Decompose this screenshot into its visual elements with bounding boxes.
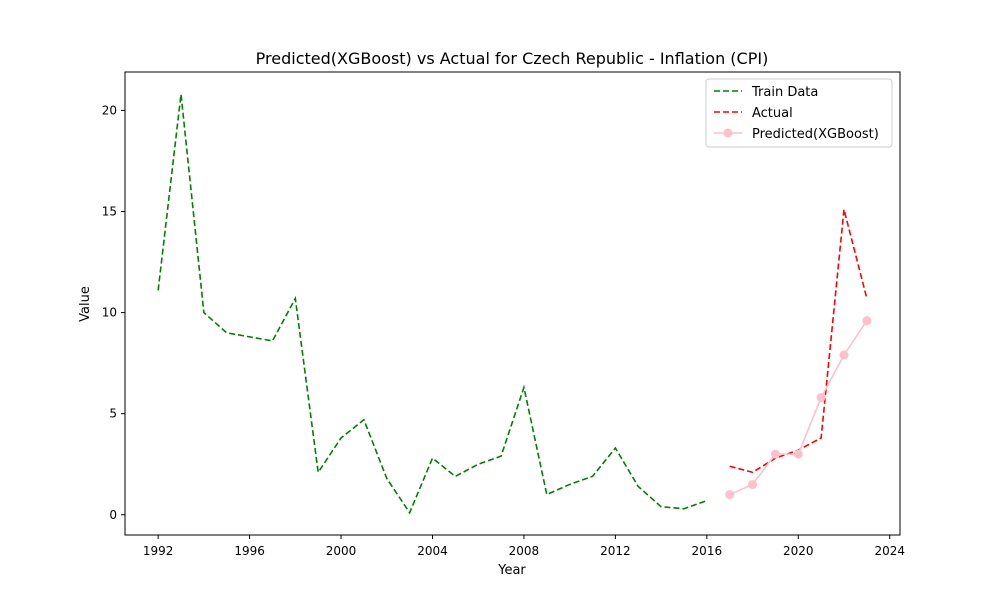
y-tick-label: 20 (102, 103, 117, 117)
x-axis-label: Year (497, 563, 526, 578)
plot-area (125, 72, 900, 535)
legend-label-2: Actual (752, 106, 793, 121)
axes-frame (124, 71, 901, 536)
series-point-3 (793, 449, 803, 459)
legend-label-1: Train Data (751, 85, 818, 100)
plot-background (125, 72, 900, 535)
legend: Train Data Actual Predicted(XGBoost) (705, 78, 893, 148)
chart-title: Predicted(XGBoost) vs Actual for Czech R… (256, 49, 769, 68)
x-tick-label: 2012 (600, 544, 631, 558)
x-tick-label: 2000 (326, 544, 357, 558)
axes-layer: 1992 1996 2000 2004 2008 2012 2016 2020 2024 0 5 10… (102, 71, 905, 558)
legend-label-3: Predicted(XGBoost) (752, 127, 879, 142)
series-line-1 (157, 94, 708, 515)
series-point-3 (725, 490, 735, 500)
series-point-3 (748, 479, 758, 489)
x-tick-label: 1992 (143, 544, 174, 558)
series-layer (157, 94, 872, 515)
y-tick-label: 15 (102, 205, 117, 219)
series-point-3 (816, 393, 826, 403)
x-tick-label: 2016 (692, 544, 723, 558)
legend-box (705, 78, 893, 148)
x-tick-label: 2020 (783, 544, 814, 558)
y-tick-label: 5 (109, 407, 117, 421)
y-tick-label: 10 (102, 306, 117, 320)
series-point-3 (839, 350, 849, 360)
legend-marker-3 (723, 128, 733, 138)
x-tick-label: 2024 (874, 544, 905, 558)
y-axis-label: Value (78, 286, 93, 322)
x-tick-label: 2008 (509, 544, 540, 558)
series-point-3 (862, 316, 872, 326)
x-tick-label: 2004 (417, 544, 448, 558)
series-point-3 (770, 449, 780, 459)
y-tick-label: 0 (109, 508, 117, 522)
x-tick-label: 1996 (234, 544, 265, 558)
